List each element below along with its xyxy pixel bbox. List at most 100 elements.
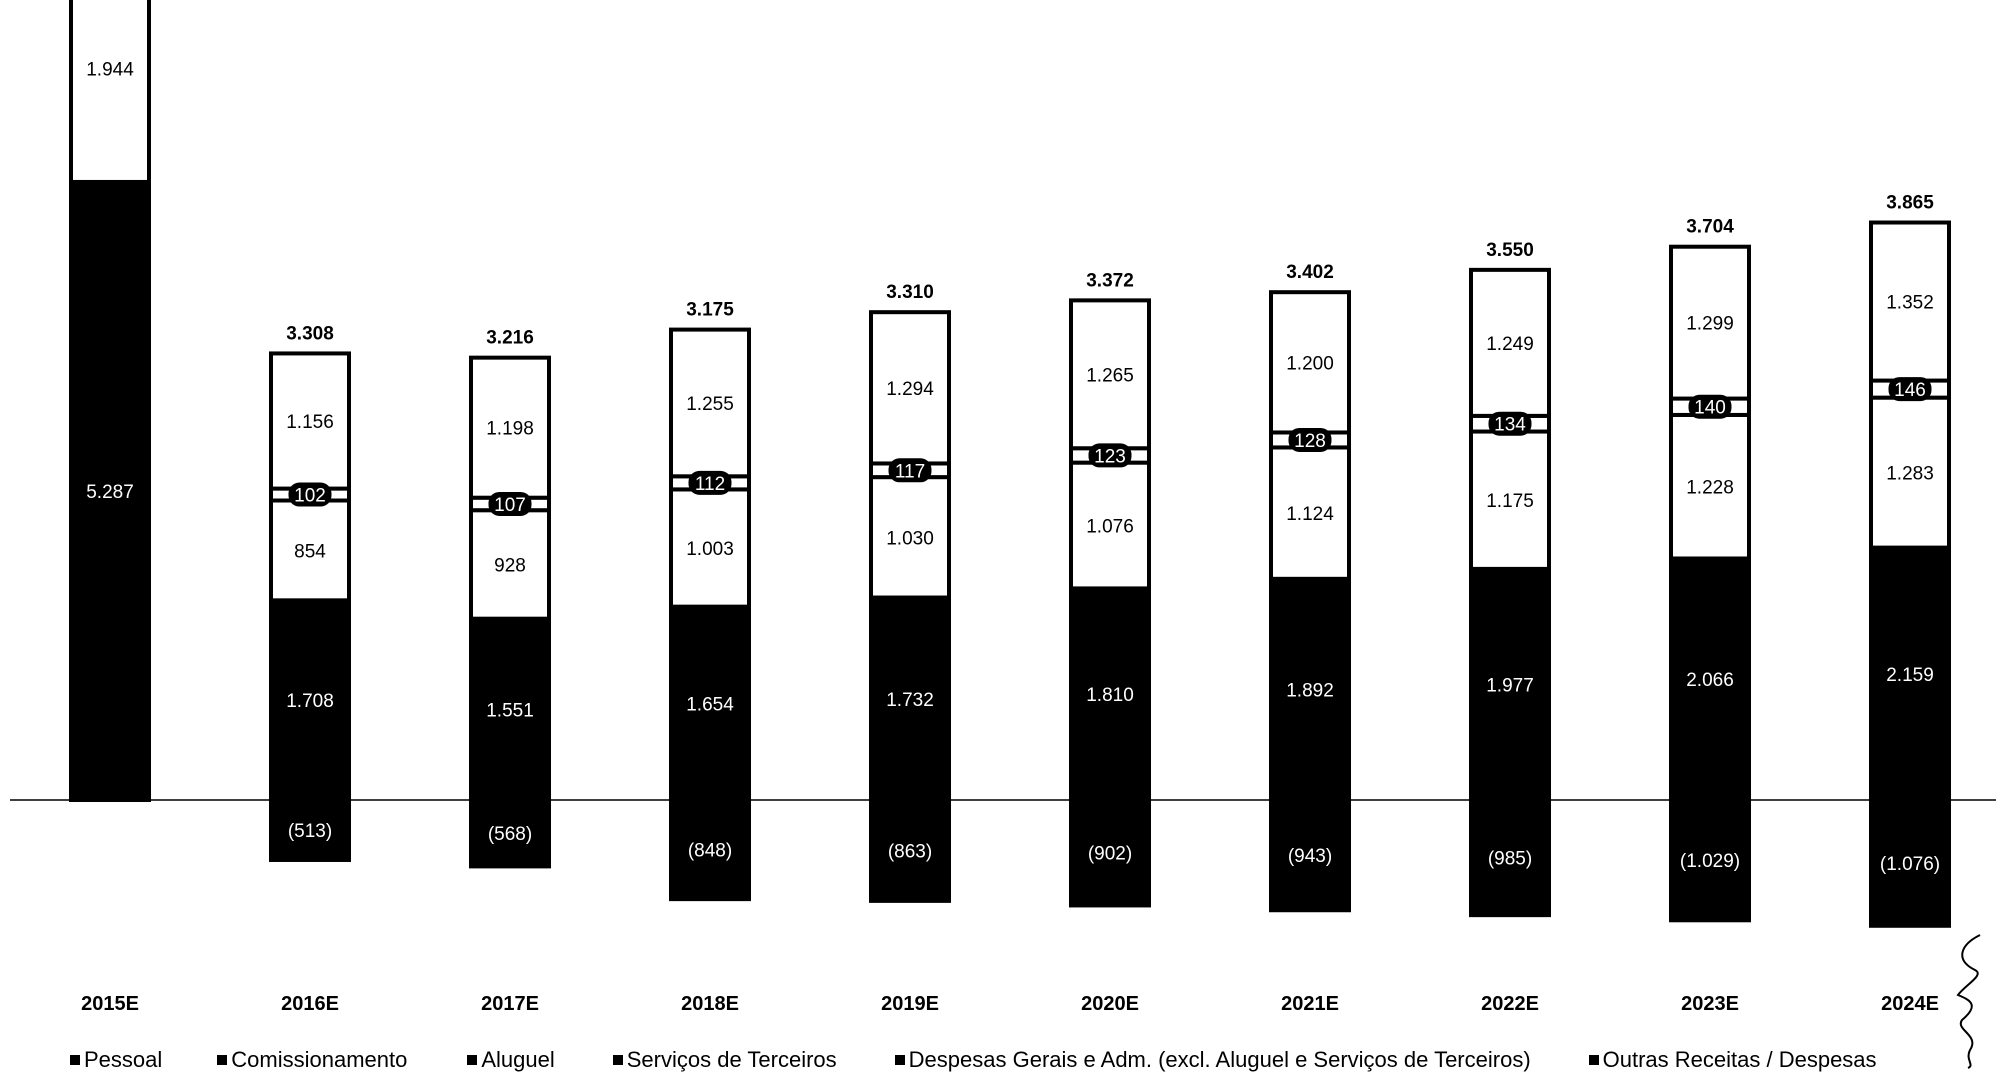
data-label: 1.076 — [1086, 517, 1134, 538]
legend-item: Outras Receitas / Despesas — [1588, 1046, 1877, 1074]
signature-mark — [1956, 934, 1981, 1069]
total-label: 3.310 — [886, 282, 934, 303]
bar-segment — [1669, 412, 1751, 561]
category-label: 2020E — [1081, 993, 1139, 1015]
data-label: (848) — [688, 841, 732, 862]
data-label: 140 — [1694, 398, 1726, 419]
data-label: 146 — [1894, 380, 1926, 401]
data-label-badge — [1688, 394, 1732, 419]
data-label: 1.265 — [1086, 365, 1134, 386]
bar-segment — [69, 179, 151, 802]
bar-segment — [1469, 798, 1551, 918]
data-label: 1.654 — [686, 694, 734, 715]
data-label: 1.198 — [486, 419, 534, 440]
data-label-badge — [1888, 377, 1932, 402]
data-label-badge — [1288, 427, 1332, 452]
data-label: 2.066 — [1686, 670, 1734, 691]
data-label: 1.228 — [1686, 478, 1734, 499]
data-label: 1.156 — [286, 412, 334, 433]
data-label-badge — [1088, 443, 1132, 468]
legend-label: Outras Receitas / Despesas — [1602, 1047, 1877, 1072]
data-label: 1.200 — [1286, 353, 1334, 374]
category-label: 2022E — [1481, 993, 1539, 1015]
total-label: 3.216 — [486, 328, 534, 349]
bar-segment — [1069, 298, 1151, 451]
data-label: 1.299 — [1686, 314, 1734, 335]
legend-item: Despesas Gerais e Adm. (excl. Aluguel e … — [894, 1046, 1531, 1074]
bar-segment — [1069, 460, 1151, 591]
data-label: (863) — [888, 841, 932, 862]
data-label: (902) — [1088, 844, 1132, 865]
data-label: 1.708 — [286, 691, 334, 712]
bar-segment — [869, 798, 951, 903]
data-label: 5.287 — [86, 482, 134, 503]
legend-swatch — [1588, 1055, 1599, 1065]
category-label: 2018E — [681, 993, 739, 1015]
bar-segment — [1869, 220, 1951, 383]
data-label: 134 — [1494, 415, 1526, 436]
legend-item: Comissionamento — [217, 1046, 407, 1074]
legend-item: Serviços de Terceiros — [612, 1046, 837, 1074]
bar-segment — [469, 616, 551, 803]
total-label: 3.550 — [1486, 240, 1534, 261]
data-label-badge — [488, 491, 532, 516]
data-label: 1.249 — [1486, 334, 1534, 355]
category-label: 2017E — [481, 993, 539, 1015]
bar-segment — [69, 0, 151, 184]
data-label: 102 — [294, 486, 326, 507]
data-label: 854 — [294, 541, 326, 562]
data-label: 1.977 — [1486, 675, 1534, 696]
bar-segment — [1869, 395, 1951, 550]
legend-label: Comissionamento — [231, 1047, 408, 1072]
labels-layer: 5.2871.9442.2402142.45969012.8352015E1.7… — [81, 59, 1940, 1015]
data-label: 1.892 — [1286, 680, 1334, 701]
data-label: 128 — [1294, 431, 1326, 452]
total-label: 3.308 — [286, 323, 334, 344]
legend-label: Aluguel — [481, 1047, 555, 1072]
bar-segment — [1269, 445, 1351, 581]
data-label: 1.810 — [1086, 685, 1134, 706]
data-label: 1.283 — [1886, 464, 1934, 485]
bar-segment — [669, 604, 751, 802]
data-label-badge — [1488, 411, 1532, 436]
bar-segment — [869, 310, 951, 466]
data-label: (985) — [1488, 849, 1532, 870]
legend-label: Despesas Gerais e Adm. (excl. Aluguel e … — [908, 1047, 1531, 1072]
total-label: 3.402 — [1286, 262, 1334, 283]
legend-item: Pessoal — [70, 1046, 162, 1074]
category-label: 2015E — [81, 993, 139, 1015]
total-label: 3.704 — [1686, 217, 1734, 238]
bar-segment — [1269, 290, 1351, 435]
category-label: 2021E — [1281, 993, 1339, 1015]
total-label: 3.175 — [686, 300, 734, 321]
data-label: (1.029) — [1680, 851, 1740, 872]
bar-segment — [1669, 244, 1751, 401]
data-label: 1.030 — [886, 528, 934, 549]
data-label: (1.076) — [1880, 854, 1940, 875]
legend-label: Serviços de Terceiros — [626, 1047, 837, 1072]
data-label: 1.732 — [886, 690, 934, 711]
bar-segment — [869, 475, 951, 600]
legend-swatch — [612, 1055, 623, 1065]
bars-layer — [69, 0, 1951, 928]
data-label-badge — [888, 458, 932, 483]
data-label: 107 — [494, 495, 526, 516]
data-label: 117 — [895, 461, 925, 482]
stacked-bar-chart: 5.2871.9442.2402142.45969012.8352015E1.7… — [10, 0, 1996, 1015]
total-label: 3.372 — [1086, 270, 1134, 291]
bar-segment — [669, 798, 751, 902]
data-label: 1.175 — [1486, 491, 1534, 512]
data-label-badge — [288, 482, 332, 507]
bar-segment — [469, 508, 551, 621]
bar-segment — [469, 355, 551, 500]
bar-segment — [1269, 798, 1351, 913]
bar-segment — [1869, 545, 1951, 803]
category-label: 2019E — [881, 993, 939, 1015]
data-label: 928 — [494, 555, 526, 576]
data-label: 1.255 — [686, 394, 734, 415]
category-label: 2023E — [1681, 993, 1739, 1015]
data-label: (943) — [1288, 846, 1332, 867]
bar-segment — [469, 798, 551, 869]
data-label: 1.551 — [486, 700, 534, 721]
legend-label: Pessoal — [84, 1047, 163, 1072]
